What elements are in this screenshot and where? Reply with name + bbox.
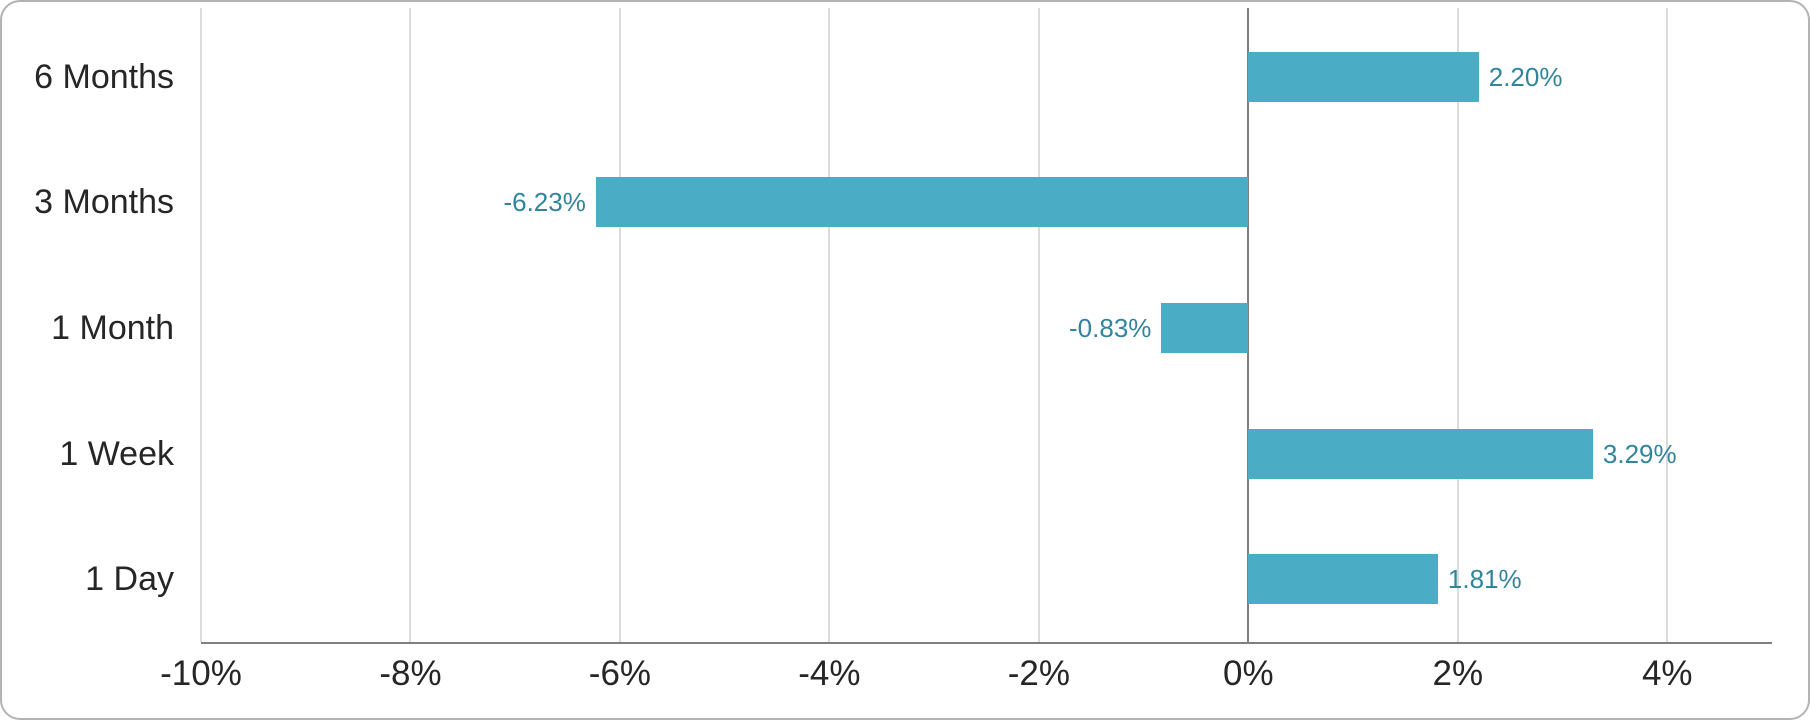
x-tick-label: -4% [798,654,861,693]
zero-gridline [1247,8,1250,642]
category-label-1-week: 1 Week [59,434,174,473]
value-label-3-months: -6.23% [503,187,586,218]
x-tick-label: -8% [379,654,442,693]
gridline [618,8,621,642]
category-label-1-month: 1 Month [51,309,174,347]
bar-1-month [1161,303,1249,353]
bar-3-months [595,177,1249,228]
category-label-1-day: 1 Day [85,560,174,599]
gridline [828,8,831,642]
value-label-1-day: 1.81% [1447,564,1522,595]
value-label-6-months: 2.20% [1488,61,1563,92]
x-tick-label: -6% [588,654,652,693]
category-label-3-months: 3 Months [34,183,174,222]
x-tick-label: 4% [1641,654,1693,693]
bar-1-day [1248,554,1438,605]
gridline [200,8,202,642]
gridline [1666,8,1669,642]
gridline [409,8,412,642]
gridline [1037,8,1040,642]
bar-1-week [1248,428,1593,479]
value-label-1-week: 3.29% [1602,438,1677,469]
x-axis-line [201,642,1772,644]
x-tick-label: 0% [1223,654,1274,693]
value-label-1-month: -0.83% [1069,313,1152,343]
x-tick-label: 2% [1432,654,1484,693]
gridline [1456,8,1459,642]
x-tick-label: -2% [1007,654,1070,693]
category-label-6-months: 6 Months [34,57,174,96]
x-tick-label: -10% [160,654,242,693]
bar-6-months [1248,51,1479,102]
